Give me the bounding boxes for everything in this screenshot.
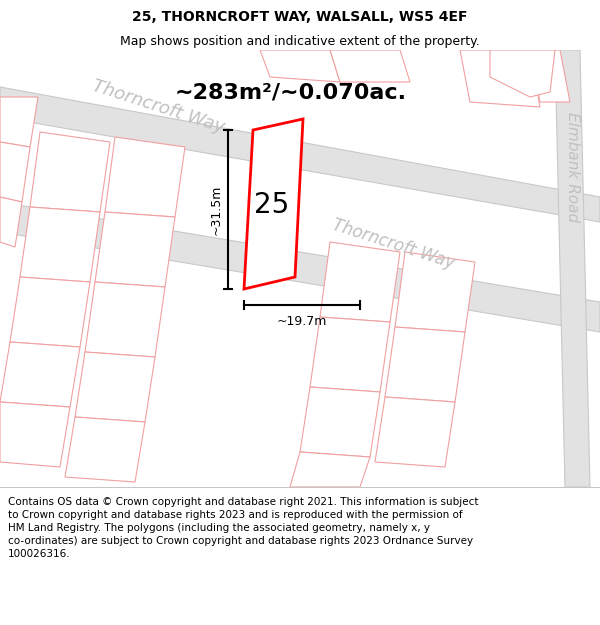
- Text: Elmbank Road: Elmbank Road: [566, 112, 581, 222]
- Polygon shape: [555, 50, 590, 487]
- Polygon shape: [0, 402, 70, 467]
- Polygon shape: [105, 137, 185, 217]
- Text: Thorncroft Way: Thorncroft Way: [90, 77, 227, 137]
- Text: 25, THORNCROFT WAY, WALSALL, WS5 4EF: 25, THORNCROFT WAY, WALSALL, WS5 4EF: [132, 10, 468, 24]
- Polygon shape: [65, 417, 145, 482]
- Polygon shape: [260, 50, 340, 82]
- Polygon shape: [30, 132, 110, 212]
- Text: HM Land Registry. The polygons (including the associated geometry, namely x, y: HM Land Registry. The polygons (includin…: [8, 523, 430, 533]
- Polygon shape: [320, 242, 400, 322]
- Polygon shape: [375, 397, 455, 467]
- Text: Thorncroft Way: Thorncroft Way: [330, 216, 457, 272]
- Polygon shape: [385, 327, 465, 402]
- Polygon shape: [0, 87, 600, 222]
- Polygon shape: [0, 97, 38, 147]
- Polygon shape: [10, 277, 90, 347]
- Text: ~31.5m: ~31.5m: [210, 184, 223, 234]
- Polygon shape: [300, 387, 380, 457]
- Polygon shape: [0, 197, 22, 247]
- Polygon shape: [310, 317, 390, 392]
- Polygon shape: [0, 142, 30, 202]
- Text: 25: 25: [254, 191, 290, 219]
- Text: ~283m²/~0.070ac.: ~283m²/~0.070ac.: [175, 82, 407, 102]
- Polygon shape: [530, 50, 570, 102]
- Text: 100026316.: 100026316.: [8, 549, 71, 559]
- Polygon shape: [244, 119, 303, 289]
- Polygon shape: [95, 212, 175, 287]
- Polygon shape: [460, 50, 540, 107]
- Polygon shape: [0, 202, 600, 332]
- Polygon shape: [330, 50, 410, 82]
- Text: co-ordinates) are subject to Crown copyright and database rights 2023 Ordnance S: co-ordinates) are subject to Crown copyr…: [8, 536, 473, 546]
- Text: Map shows position and indicative extent of the property.: Map shows position and indicative extent…: [120, 35, 480, 48]
- Polygon shape: [290, 452, 370, 487]
- Text: Contains OS data © Crown copyright and database right 2021. This information is : Contains OS data © Crown copyright and d…: [8, 497, 479, 507]
- Polygon shape: [75, 352, 155, 422]
- Text: to Crown copyright and database rights 2023 and is reproduced with the permissio: to Crown copyright and database rights 2…: [8, 510, 463, 520]
- Text: ~19.7m: ~19.7m: [277, 315, 327, 328]
- Polygon shape: [395, 252, 475, 332]
- Polygon shape: [490, 50, 555, 97]
- Polygon shape: [20, 207, 100, 282]
- Polygon shape: [0, 342, 80, 407]
- Polygon shape: [85, 282, 165, 357]
